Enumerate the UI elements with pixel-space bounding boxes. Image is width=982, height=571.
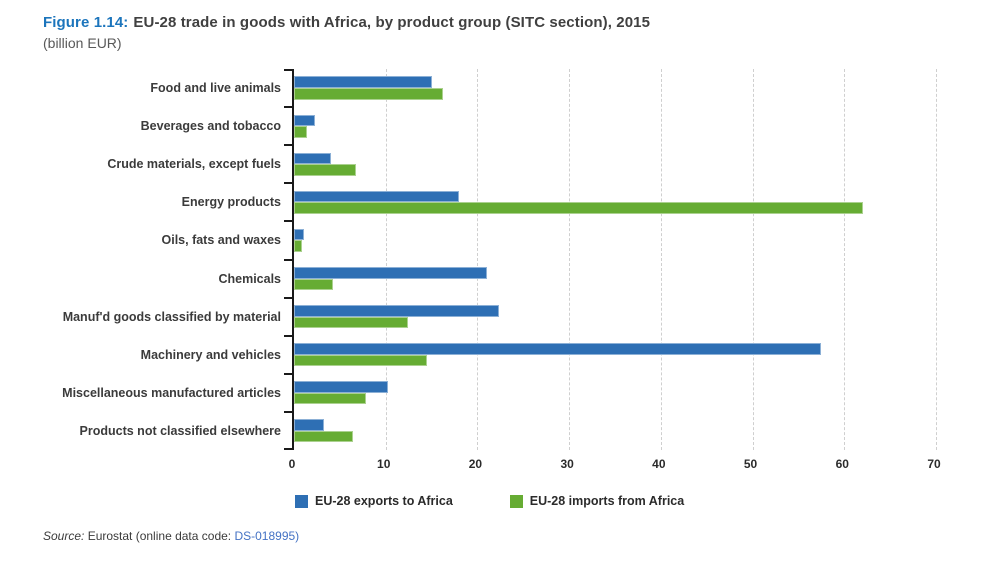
gridline-30 [569,69,571,450]
gridline-70 [936,69,937,450]
bar-row [294,336,936,374]
bar [294,126,307,138]
legend-label: EU-28 imports from Africa [529,494,685,508]
bar [294,278,334,291]
figure-subtitle: (billion EUR) [43,35,122,51]
bar [294,266,487,279]
category-label: Miscellaneous manufactured articles [62,385,281,400]
bar [294,343,822,355]
bar [294,354,427,367]
category-label: Manuf'd goods classified by material [62,309,281,324]
bar [294,202,863,214]
y-axis-tick [284,410,293,413]
gridline-20 [477,69,479,450]
gridline-10 [385,69,387,450]
bar [294,190,460,203]
y-axis-tick [284,144,293,147]
bar [294,228,305,241]
figure-number: Figure 1.14: [43,14,129,31]
bar-row [294,107,936,145]
x-axis: 0 10 20 30 40 50 60 70 [43,450,982,473]
legend-spacer [43,473,292,508]
bar-row [294,374,936,412]
bar-row [294,183,936,221]
bar [294,114,316,127]
bar [294,419,325,431]
legend-item: EU-28 exports to Africa [295,494,453,508]
x-tick-label-70: 70 [927,457,941,471]
source-label: Source: [43,529,85,543]
x-tick-label-30: 30 [560,457,574,471]
plot-area [284,69,937,450]
category-label: Products not classified elsewhere [79,423,281,438]
bar-chart: Food and live animals Beverages and tobac… [43,69,982,508]
x-axis-spacer [43,450,292,473]
bar [294,381,389,393]
gridline-50 [752,69,754,450]
bar-row [294,145,936,183]
bar-row [294,298,936,336]
y-axis-tick [284,258,293,261]
y-axis-tick [284,372,293,375]
legend-row: EU-28 exports to Africa EU-28 imports fro… [43,473,982,508]
bar [294,152,331,165]
bar [294,164,357,176]
figure-title-text: EU-28 trade in goods with Africa, by pro… [133,14,651,31]
legend-swatch-icon [295,494,308,508]
chart-body: Food and live animals Beverages and tobac… [43,69,982,450]
bar [294,88,444,100]
x-tick-label-0: 0 [288,457,296,471]
category-labels: Food and live animals Beverages and tobac… [43,69,292,450]
x-tick-label-10: 10 [377,457,391,471]
y-axis-tick [284,220,293,223]
legend-swatch-icon [509,494,523,508]
legend: EU-28 exports to Africa EU-28 imports fro… [292,494,684,508]
bar-row [294,412,936,450]
category-label: Chemicals [218,271,281,286]
y-axis-tick [284,69,293,71]
category-label: Machinery and vehicles [140,347,281,362]
gridline-40 [660,69,662,450]
category-label: Energy products [181,195,281,210]
category-label: Oils, fats and waxes [161,233,282,248]
bar [294,316,408,329]
bar-row [294,259,936,297]
bar [294,392,366,405]
y-axis-tick [284,296,293,299]
x-tick-label-50: 50 [743,457,758,471]
source-link-paren: ) [295,529,300,543]
y-axis-tick [284,448,293,450]
figure-title: Figure 1.14: EU-28 trade in goods with Af… [0,0,982,31]
legend-label: EU-28 exports to Africa [315,494,453,508]
category-label: Beverages and tobacco [140,119,281,134]
category-label: Food and live animals [150,81,281,96]
y-axis-tick [284,106,293,109]
gridline-60 [844,69,846,450]
x-tick-label-40: 40 [652,457,666,471]
x-axis-tick-labels: 0 10 20 30 40 50 60 70 [288,457,941,473]
bar [294,76,432,89]
y-axis-tick [284,334,293,337]
legend-item: EU-28 imports from Africa [509,494,685,508]
x-tick-label-20: 20 [468,457,483,471]
source-line: Source: Eurostat (online data code: DS-0… [43,529,982,543]
bar-row [294,69,936,107]
source-text: Eurostat (online data code: [84,529,235,543]
bar [294,430,353,443]
category-label: Crude materials, except fuels [107,157,281,172]
bar [294,240,303,253]
y-axis-tick [284,182,293,185]
source-data-code-link[interactable]: DS-018995 [234,529,296,543]
x-tick-label-60: 60 [835,457,849,471]
bar [294,305,499,317]
bar-row [294,221,936,259]
